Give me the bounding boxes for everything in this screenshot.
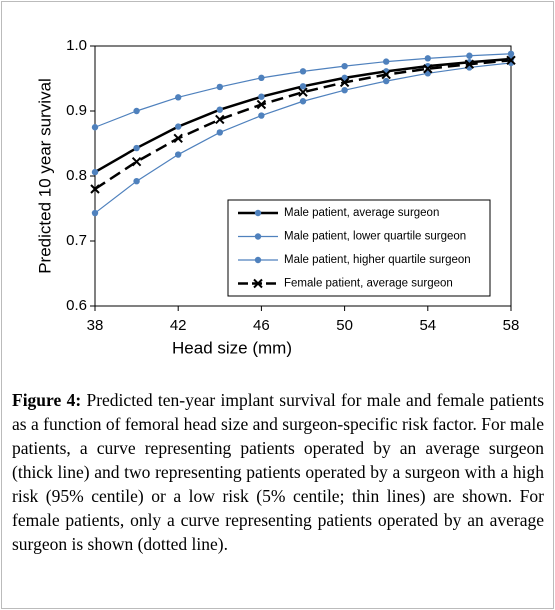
marker bbox=[216, 129, 223, 136]
y-tick-label: 0.6 bbox=[66, 297, 87, 314]
chart: Head size (mm) Predicted 10 year surviva… bbox=[35, 37, 520, 358]
marker bbox=[91, 168, 99, 176]
x-axis-label: Head size (mm) bbox=[172, 338, 292, 357]
marker bbox=[133, 107, 140, 115]
marker bbox=[299, 98, 307, 105]
x-tick-label: 58 bbox=[503, 317, 520, 334]
legend-label: Male patient, average surgeon bbox=[284, 207, 439, 219]
marker bbox=[91, 124, 99, 131]
y-tick-label: 0.7 bbox=[66, 232, 87, 249]
marker bbox=[258, 112, 265, 119]
y-tick-label: 0.8 bbox=[66, 167, 87, 184]
x-tick-label: 46 bbox=[253, 317, 270, 334]
marker bbox=[383, 58, 390, 65]
marker bbox=[507, 50, 515, 57]
marker bbox=[133, 178, 140, 185]
y-tick-label: 1.0 bbox=[66, 37, 87, 54]
marker bbox=[299, 83, 307, 90]
marker bbox=[253, 278, 263, 289]
marker bbox=[424, 55, 431, 62]
series-line bbox=[94, 57, 512, 174]
x-tick-label: 54 bbox=[419, 317, 436, 334]
legend-label: Male patient, higher quartile surgeon bbox=[284, 254, 471, 266]
marker bbox=[341, 87, 348, 94]
x-tick-label: 42 bbox=[170, 317, 187, 334]
marker bbox=[339, 77, 350, 88]
caption-text: Predicted ten-year implant survival for … bbox=[12, 390, 545, 554]
series-line bbox=[94, 59, 512, 191]
caption: Figure 4: Predicted ten-year implant sur… bbox=[12, 388, 544, 556]
marker bbox=[256, 99, 267, 110]
marker bbox=[299, 68, 307, 75]
marker bbox=[423, 64, 433, 74]
marker bbox=[254, 256, 262, 264]
marker bbox=[91, 209, 99, 217]
x-tick-label: 50 bbox=[336, 317, 353, 334]
marker bbox=[133, 144, 140, 152]
legend-label: Male patient, lower quartile surgeon bbox=[284, 231, 466, 243]
marker bbox=[175, 123, 182, 130]
marker bbox=[341, 62, 348, 70]
marker bbox=[383, 77, 390, 85]
marker bbox=[298, 87, 308, 97]
y-tick-label: 0.9 bbox=[66, 102, 87, 119]
marker bbox=[254, 233, 262, 240]
marker bbox=[216, 106, 223, 113]
legend-box bbox=[227, 199, 491, 297]
marker bbox=[216, 83, 223, 91]
marker bbox=[215, 114, 225, 125]
marker bbox=[381, 69, 391, 80]
marker bbox=[466, 52, 473, 59]
marker bbox=[131, 156, 142, 167]
marker bbox=[258, 93, 265, 100]
legend-label: Female patient, average surgeon bbox=[284, 278, 453, 290]
marker bbox=[90, 184, 100, 194]
marker bbox=[254, 209, 262, 217]
y-axis-label: Predicted 10 year survival bbox=[35, 78, 54, 274]
marker bbox=[175, 94, 182, 101]
marker bbox=[506, 55, 516, 66]
caption-label: Figure 4: bbox=[12, 390, 82, 410]
marker bbox=[464, 59, 475, 69]
x-tick-label: 38 bbox=[87, 317, 104, 334]
marker bbox=[173, 133, 183, 144]
marker bbox=[258, 74, 265, 82]
marker bbox=[175, 151, 182, 158]
